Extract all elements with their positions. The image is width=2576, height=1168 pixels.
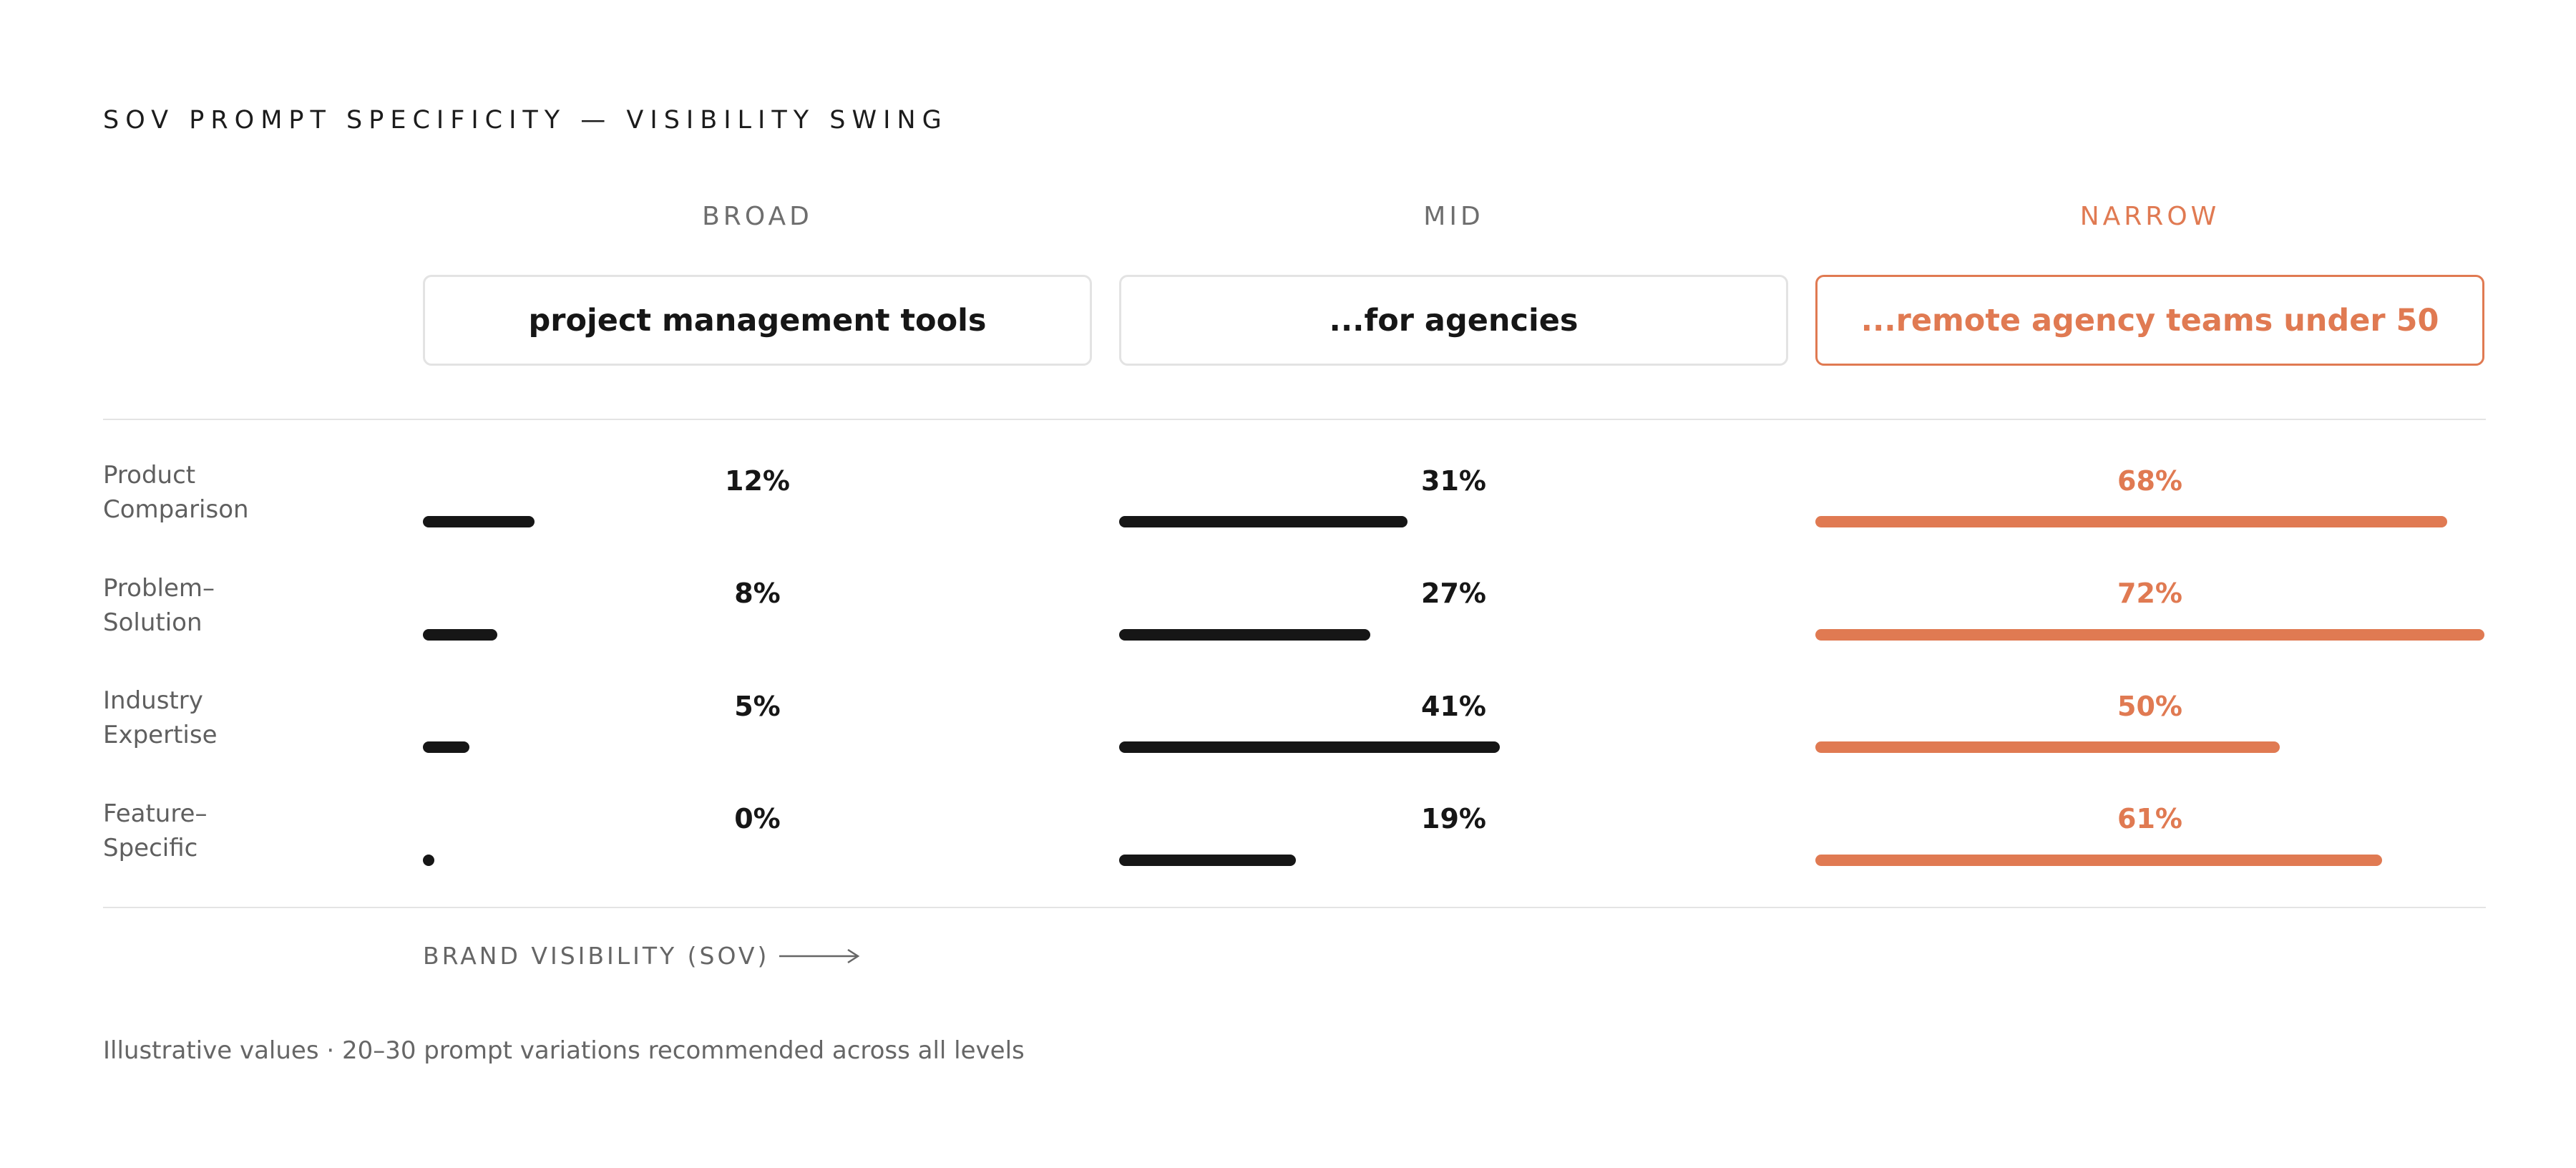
row-label-feature-specific: Feature– Specific — [103, 797, 389, 865]
value-label: 5% — [734, 691, 781, 722]
value-label: 41% — [1421, 691, 1486, 722]
value-label: 50% — [2117, 691, 2182, 722]
value-label: 31% — [1421, 465, 1486, 497]
row-label-line: Problem– — [103, 574, 215, 603]
row-label-line: Comparison — [103, 495, 249, 524]
axis-caption: BRAND VISIBILITY (SOV) — [423, 940, 861, 972]
row-label-line: Specific — [103, 834, 198, 862]
row-label-line: Solution — [103, 608, 203, 637]
value-label: 0% — [734, 803, 781, 834]
value-label: 12% — [725, 465, 790, 497]
bar-broad-2 — [423, 629, 497, 641]
column-label-narrow: NARROW — [2079, 202, 2220, 231]
value-label: 8% — [734, 578, 781, 609]
chart-title: SOV PROMPT SPECIFICITY — VISIBILITY SWIN… — [103, 106, 948, 135]
bar-narrow-4 — [1815, 855, 2383, 866]
row-label-line: Industry — [103, 686, 203, 715]
bar-mid-1 — [1119, 516, 1407, 527]
header-divider — [103, 419, 2486, 420]
value-label: 19% — [1421, 803, 1486, 834]
prompt-box-narrow: ...remote agency teams under 50 — [1815, 275, 2484, 366]
value-label: 72% — [2117, 578, 2182, 609]
value-label: 27% — [1421, 578, 1486, 609]
value-label: 68% — [2117, 465, 2182, 497]
bar-mid-2 — [1119, 629, 1370, 641]
prompt-box-mid: ...for agencies — [1119, 275, 1788, 366]
axis-caption-text: BRAND VISIBILITY (SOV) — [423, 942, 770, 970]
row-label-problem-solution: Problem– Solution — [103, 571, 389, 640]
bar-narrow-2 — [1815, 629, 2484, 641]
row-label-line: Expertise — [103, 721, 218, 749]
bar-mid-3 — [1119, 741, 1501, 753]
footnote: Illustrative values · 20–30 prompt varia… — [103, 1036, 1025, 1065]
footer-divider — [103, 907, 2486, 908]
value-label: 61% — [2117, 803, 2182, 834]
bar-narrow-3 — [1815, 741, 2280, 753]
row-label-line: Feature– — [103, 799, 208, 828]
prompt-box-broad: project management tools — [423, 275, 1092, 366]
bar-broad-3 — [423, 741, 469, 753]
bar-narrow-1 — [1815, 516, 2448, 527]
bar-broad-1 — [423, 516, 535, 527]
arrow-right-icon — [779, 948, 860, 964]
row-label-line: Product — [103, 461, 196, 490]
bar-broad-4 — [423, 855, 434, 866]
row-label-product-comparison: Product Comparison — [103, 458, 389, 527]
row-label-industry-expertise: Industry Expertise — [103, 683, 389, 752]
bar-mid-4 — [1119, 855, 1296, 866]
column-label-broad: BROAD — [702, 202, 813, 231]
column-label-mid: MID — [1423, 202, 1484, 231]
